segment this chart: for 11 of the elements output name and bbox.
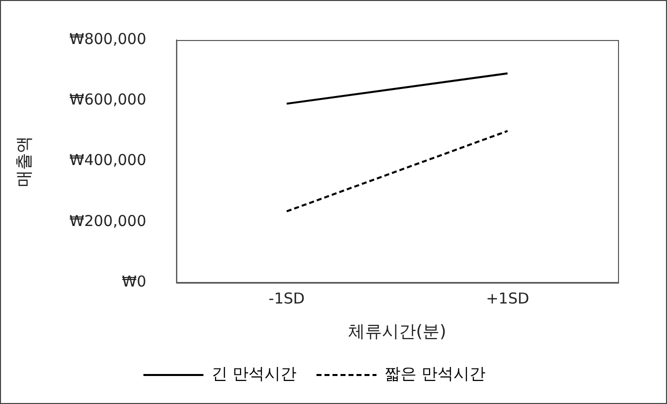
- y-axis-title: 매출액: [14, 136, 35, 187]
- y-tick-label: ₩200,000: [69, 212, 146, 230]
- x-tick-label: +1SD: [486, 289, 530, 308]
- y-tick-label: ₩800,000: [69, 30, 146, 48]
- y-tick-label: ₩0: [122, 272, 146, 290]
- y-tick-label: ₩600,000: [69, 90, 146, 109]
- legend-label: 긴 만석시간: [211, 364, 297, 384]
- legend-label: 짧은 만석시간: [384, 364, 486, 384]
- x-tick-label: -1SD: [268, 289, 305, 308]
- y-tick-label: ₩400,000: [69, 151, 146, 170]
- x-axis-title: 체류시간(분): [348, 322, 446, 342]
